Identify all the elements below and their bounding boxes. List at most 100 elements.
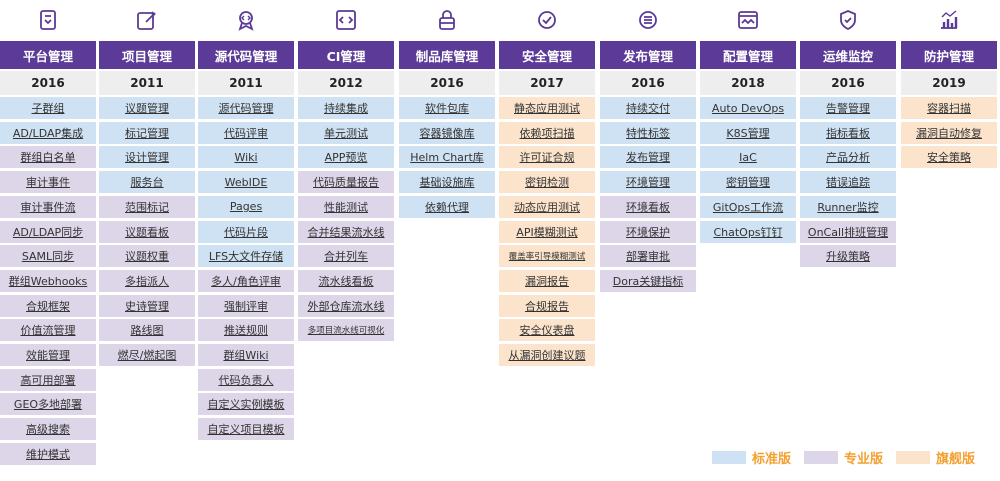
feature-item[interactable]: Runner监控 [800,195,896,218]
feature-item[interactable]: 安全仪表盘 [499,319,595,342]
feature-item[interactable]: 维护模式 [0,442,96,465]
feature-item[interactable]: 强制评审 [198,294,294,317]
feature-item[interactable]: 许可证合规 [499,146,595,169]
feature-item[interactable]: 基础设施库 [399,171,495,194]
feature-item[interactable]: 代码质量报告 [298,171,394,194]
feature-item[interactable]: 高可用部署 [0,368,96,391]
feature-item[interactable]: Dora关键指标 [600,269,696,292]
feature-item[interactable]: 路线图 [99,319,195,342]
feature-item[interactable]: 群组Webhooks [0,269,96,292]
security-check-icon [499,5,595,35]
feature-item[interactable]: 价值流管理 [0,319,96,342]
feature-item[interactable]: 动态应用测试 [499,195,595,218]
legend-item-flag: 旗舰版 [896,447,975,467]
column-header: CI管理 [298,41,394,69]
feature-item[interactable]: 合规报告 [499,294,595,317]
feature-item[interactable]: 部署审批 [600,245,696,268]
code-window-icon [298,5,394,35]
column-header: 安全管理 [499,41,595,69]
column-header: 发布管理 [600,41,696,69]
feature-item[interactable]: 发布管理 [600,146,696,169]
feature-item[interactable]: 审计事件 [0,171,96,194]
column-year: 2011 [99,71,195,95]
feature-item[interactable]: Pages [198,195,294,218]
feature-item[interactable]: 单元测试 [298,121,394,144]
feature-item[interactable]: 自定义实例模板 [198,393,294,416]
feature-item[interactable]: AD/LDAP集成 [0,121,96,144]
feature-item[interactable]: 告警管理 [800,97,896,119]
feature-item[interactable]: 审计事件流 [0,195,96,218]
feature-item[interactable]: 特性标签 [600,121,696,144]
feature-item[interactable]: 静态应用测试 [499,97,595,119]
feature-item[interactable]: 源代码管理 [198,97,294,119]
feature-item[interactable]: 多人/角色评审 [198,269,294,292]
feature-item[interactable]: 多项目流水线可视化 [298,319,394,342]
feature-item[interactable]: 错误追踪 [800,171,896,194]
feature-item[interactable]: 密钥检测 [499,171,595,194]
feature-item[interactable]: 产品分析 [800,146,896,169]
feature-item[interactable]: 外部仓库流水线 [298,294,394,317]
feature-item[interactable]: ChatOps钉钉 [700,220,796,243]
feature-item[interactable]: API模糊测试 [499,220,595,243]
feature-item[interactable]: IaC [700,146,796,169]
feature-item[interactable]: GitOps工作流 [700,195,796,218]
feature-item[interactable]: 持续交付 [600,97,696,119]
feature-item[interactable]: 群组Wiki [198,344,294,366]
feature-item[interactable]: 议题看板 [99,220,195,243]
feature-item[interactable]: 依赖代理 [399,195,495,218]
feature-item[interactable]: 升级策略 [800,245,896,268]
feature-item[interactable]: 漏洞报告 [499,269,595,292]
feature-item[interactable]: 持续集成 [298,97,394,119]
feature-item[interactable]: APP预览 [298,146,394,169]
feature-item[interactable]: WebIDE [198,171,294,194]
feature-item[interactable]: Helm Chart库 [399,146,495,169]
feature-item[interactable]: AD/LDAP同步 [0,220,96,243]
feature-item[interactable]: 代码评审 [198,121,294,144]
feature-item[interactable]: 史诗管理 [99,294,195,317]
feature-item[interactable]: 密钥管理 [700,171,796,194]
feature-item[interactable]: 标记管理 [99,121,195,144]
legend-item-pro: 专业版 [804,447,883,467]
feature-item[interactable]: 环境管理 [600,171,696,194]
feature-item[interactable]: 漏洞自动修复 [901,121,997,144]
feature-item[interactable]: 环境保护 [600,220,696,243]
feature-item[interactable]: K8S管理 [700,121,796,144]
feature-item[interactable]: 范围标记 [99,195,195,218]
feature-item[interactable]: SAML同步 [0,245,96,268]
feature-item[interactable]: 依赖项扫描 [499,121,595,144]
feature-item[interactable]: 子群组 [0,97,96,119]
feature-item[interactable]: 自定义项目模板 [198,418,294,441]
feature-item[interactable]: 安全策略 [901,146,997,169]
feature-item[interactable]: 效能管理 [0,344,96,366]
feature-item[interactable]: 合并结果流水线 [298,220,394,243]
feature-item[interactable]: 合并列车 [298,245,394,268]
feature-item[interactable]: Auto DevOps [700,97,796,119]
feature-item[interactable]: 合规框架 [0,294,96,317]
feature-item[interactable]: 多指派人 [99,269,195,292]
feature-item[interactable]: 容器镜像库 [399,121,495,144]
feature-item[interactable]: 议题管理 [99,97,195,119]
feature-item[interactable]: 代码片段 [198,220,294,243]
feature-item[interactable]: Wiki [198,146,294,169]
feature-item[interactable]: GEO多地部署 [0,393,96,416]
feature-item[interactable]: 流水线看板 [298,269,394,292]
feature-item[interactable]: 软件包库 [399,97,495,119]
column-year: 2019 [901,71,997,95]
feature-item[interactable]: 推送规则 [198,319,294,342]
feature-item[interactable]: 设计管理 [99,146,195,169]
feature-item[interactable]: 容器扫描 [901,97,997,119]
feature-item[interactable]: OnCall排班管理 [800,220,896,243]
feature-item[interactable]: 指标看板 [800,121,896,144]
feature-item[interactable]: 性能测试 [298,195,394,218]
feature-item[interactable]: 环境看板 [600,195,696,218]
feature-item[interactable]: 燃尽/燃起图 [99,344,195,366]
feature-item[interactable]: 代码负责人 [198,368,294,391]
feature-item[interactable]: 覆盖率引导模糊测试 [499,245,595,268]
feature-item[interactable]: 议题权重 [99,245,195,268]
feature-item[interactable]: 从漏洞创建议题 [499,344,595,366]
feature-item[interactable]: LFS大文件存储 [198,245,294,268]
edit-icon [99,5,195,35]
feature-item[interactable]: 高级搜索 [0,418,96,441]
feature-item[interactable]: 群组白名单 [0,146,96,169]
feature-item[interactable]: 服务台 [99,171,195,194]
